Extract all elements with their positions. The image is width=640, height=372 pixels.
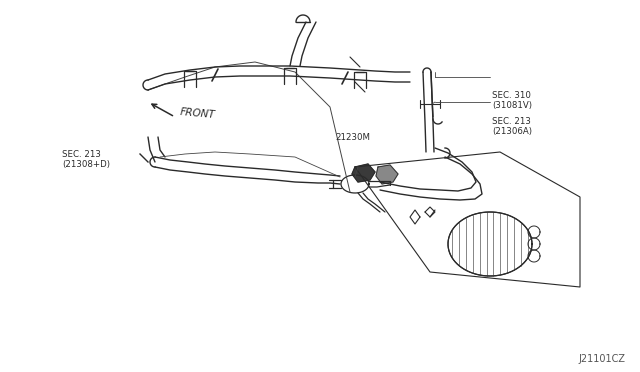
Text: (21306A): (21306A) <box>492 127 532 136</box>
Text: FRONT: FRONT <box>180 107 216 120</box>
Polygon shape <box>376 165 398 184</box>
Text: SEC. 213: SEC. 213 <box>62 150 101 159</box>
Text: J21101CZ: J21101CZ <box>578 354 625 364</box>
Text: SEC. 310: SEC. 310 <box>492 91 531 100</box>
Polygon shape <box>352 164 375 182</box>
Text: 21230M: 21230M <box>335 133 370 142</box>
Text: (21308+D): (21308+D) <box>62 160 110 169</box>
Text: SEC. 213: SEC. 213 <box>492 117 531 126</box>
Text: (31081V): (31081V) <box>492 101 532 110</box>
